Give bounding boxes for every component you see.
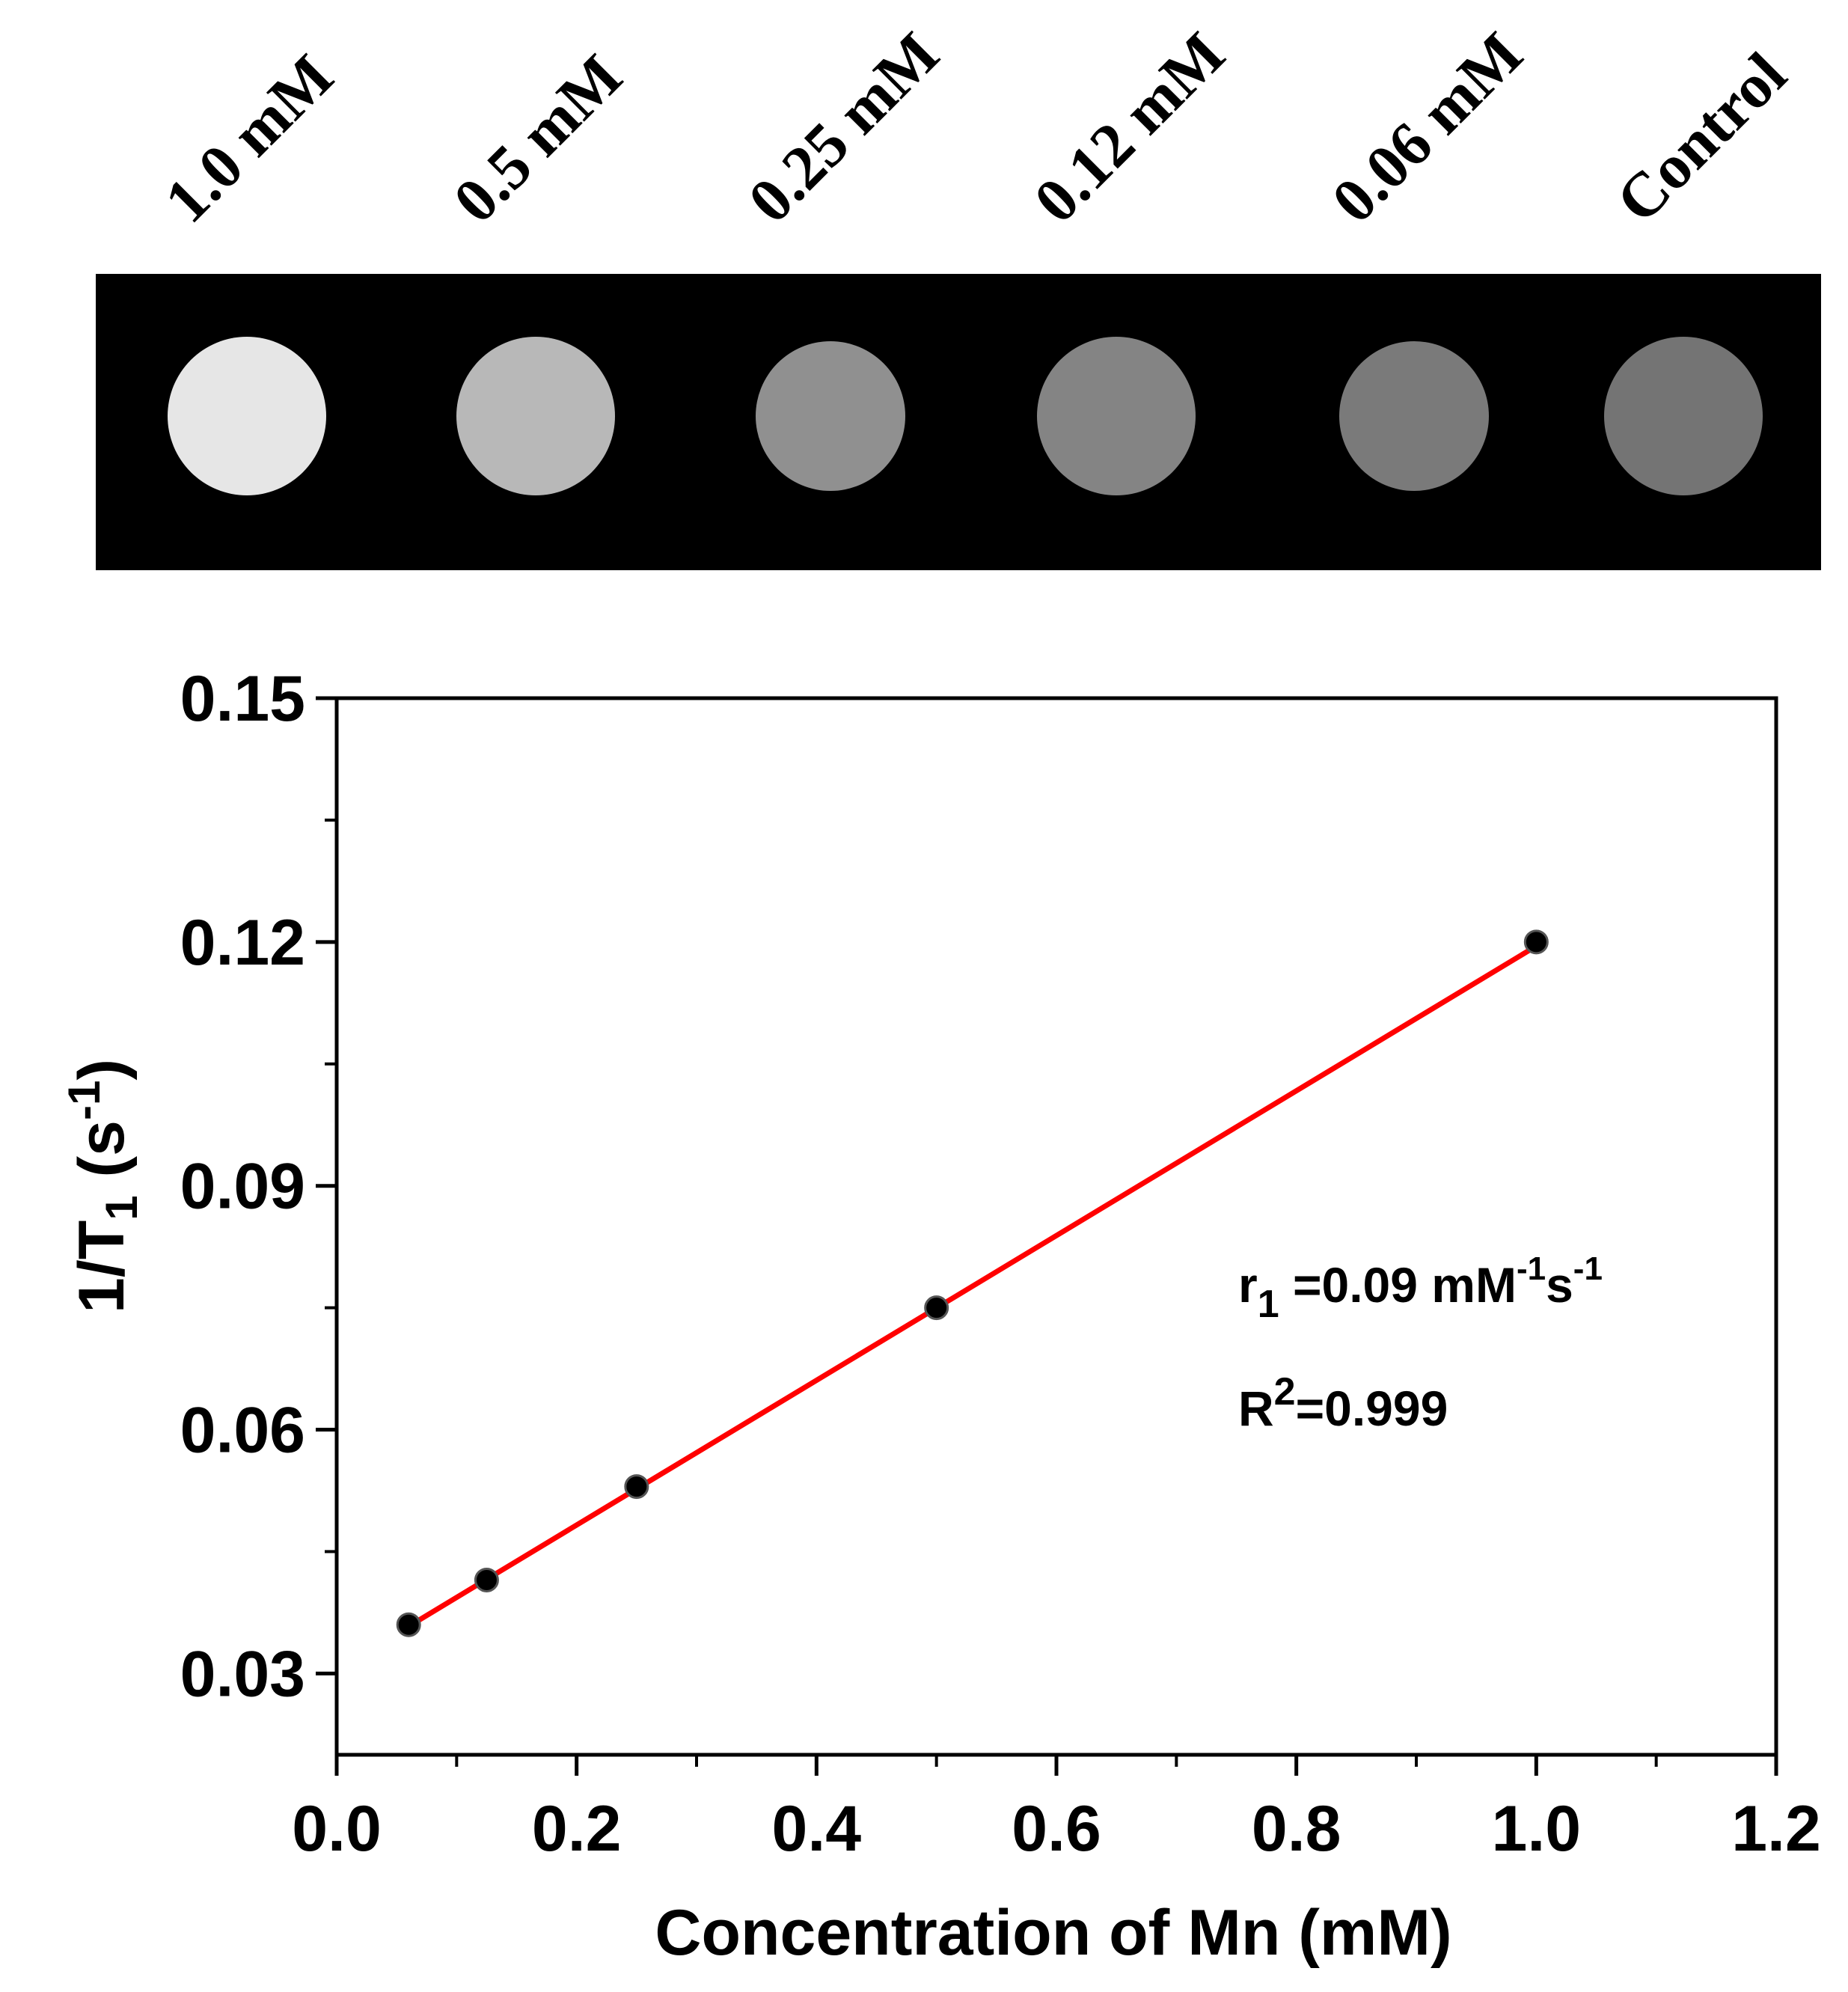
mri-well-2 xyxy=(756,341,905,491)
plot-axes xyxy=(316,696,1778,1776)
data-point xyxy=(396,1612,421,1637)
fit-line xyxy=(407,944,1538,1629)
y-tick-label: 0.03 xyxy=(180,1638,305,1710)
x-axis-label: Concentration of Mn (mM) xyxy=(655,1897,1451,1969)
data-point xyxy=(474,1567,499,1592)
fit-line-group xyxy=(407,944,1538,1629)
mri-phantom-image xyxy=(96,274,1821,570)
x-tick-labels: 0.0 0.2 0.4 0.6 0.8 1.0 1.2 xyxy=(292,1793,1821,1865)
plot-frame xyxy=(334,696,1778,1757)
data-point xyxy=(924,1295,949,1321)
y-tick-label: 0.09 xyxy=(180,1151,305,1223)
data-point xyxy=(1523,929,1549,955)
x-tick-label: 0.4 xyxy=(772,1793,862,1865)
data-point xyxy=(624,1474,649,1500)
mri-well-3 xyxy=(1037,337,1196,495)
y-tick-label: 0.06 xyxy=(180,1395,305,1467)
x-tick-label: 0.2 xyxy=(532,1793,622,1865)
y-tick-labels: 0.03 0.06 0.09 0.12 0.15 xyxy=(180,663,305,1710)
mri-well-4 xyxy=(1339,341,1489,491)
x-tick-label: 1.0 xyxy=(1492,1793,1582,1865)
mri-well-5 xyxy=(1604,337,1763,495)
relaxivity-annotation: r1 =0.09 mM-1s-1 xyxy=(1238,1250,1603,1326)
x-tick-label: 0.0 xyxy=(292,1793,382,1865)
mri-well-0 xyxy=(168,337,326,495)
x-tick-label: 1.2 xyxy=(1731,1793,1821,1865)
y-tick-label: 0.12 xyxy=(180,907,305,979)
y-axis-label: 1/T1 (s-1) xyxy=(59,1059,147,1313)
x-tick-label: 0.6 xyxy=(1012,1793,1101,1865)
x-tick-label: 0.8 xyxy=(1252,1793,1341,1865)
r-squared-annotation: R2=0.999 xyxy=(1238,1370,1448,1436)
data-points xyxy=(396,929,1549,1637)
mri-well-1 xyxy=(456,337,615,495)
y-tick-label: 0.15 xyxy=(180,663,305,735)
